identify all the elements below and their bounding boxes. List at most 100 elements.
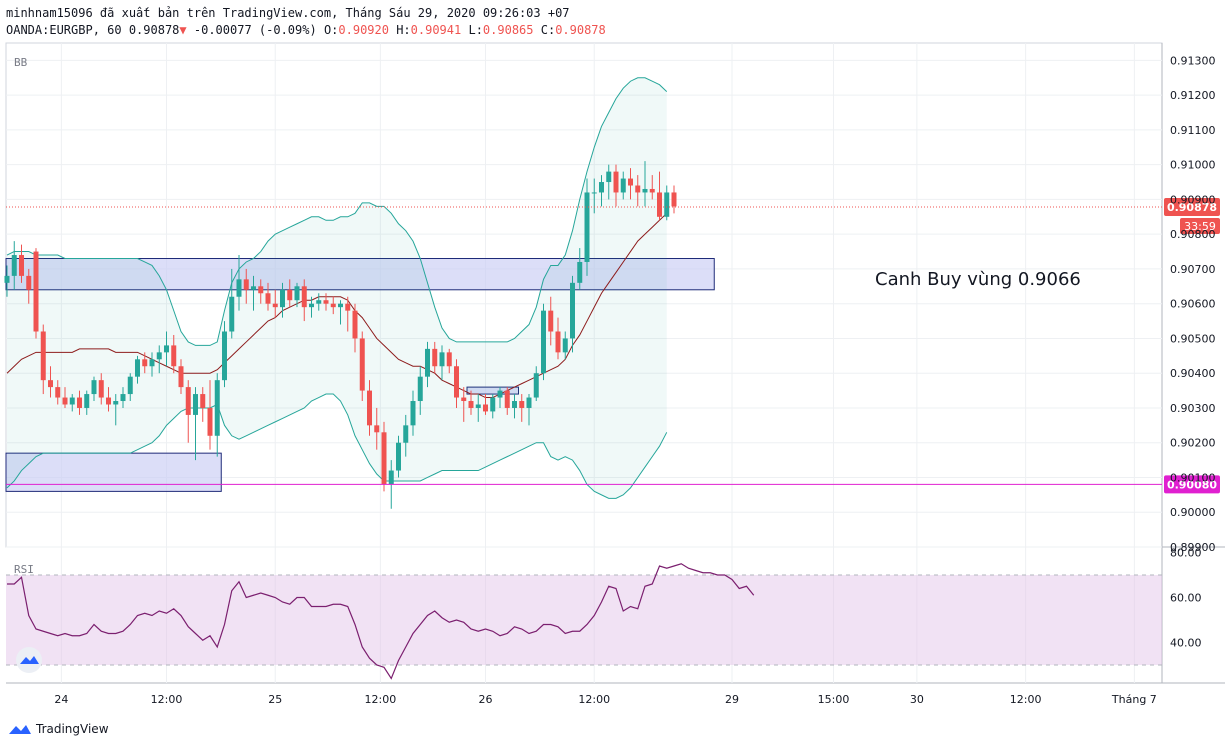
candle-body — [69, 397, 75, 405]
price-tick-label: 0.90000 — [1170, 506, 1216, 519]
candle-body — [48, 380, 53, 388]
candle-body — [323, 300, 329, 304]
candle-body — [359, 338, 365, 391]
candle-body — [591, 192, 597, 194]
zone-rect-1 — [5, 452, 222, 492]
candle-body — [606, 171, 612, 183]
support-tag — [1164, 475, 1220, 494]
bollinger-bands — [6, 77, 668, 499]
bb-fill — [7, 77, 667, 499]
time-tick-label: 24 — [54, 693, 68, 706]
candle-body — [548, 310, 554, 332]
candle-body — [664, 192, 670, 217]
zones — [5, 258, 715, 492]
price-levels: 0.90878 33:59 0.90080 — [6, 198, 1220, 494]
candle-body — [504, 390, 510, 408]
candle-body — [33, 251, 39, 332]
price-tick-label: 0.90700 — [1170, 263, 1216, 276]
time-tick-label: 26 — [479, 693, 493, 706]
candle-body — [345, 303, 351, 311]
candle-body — [570, 282, 575, 339]
candle-body — [258, 286, 264, 294]
countdown-tag — [1180, 218, 1220, 235]
candle-body — [446, 352, 452, 367]
bb-indicator-label[interactable]: BB — [14, 56, 28, 69]
price-tick-label: 0.90200 — [1170, 437, 1216, 450]
price-tick-label: 0.90600 — [1170, 298, 1216, 311]
candle-body — [272, 303, 278, 308]
candle-body — [236, 279, 242, 297]
candle-body — [113, 401, 119, 405]
axes: 0.913000.912000.911000.910000.909000.908… — [54, 54, 1215, 706]
high-value: 0.90941 — [410, 23, 462, 37]
time-tick-label: 15:00 — [818, 693, 850, 706]
rsi-tick-label: 80.00 — [1170, 547, 1202, 560]
candle-body — [185, 387, 191, 415]
candle-body — [40, 331, 46, 381]
time-tick-label: Tháng 7 — [1111, 693, 1157, 706]
candle-body — [200, 394, 206, 408]
candle-body — [396, 442, 401, 471]
rsi-pane: 80.00 60.00 40.00 — [6, 547, 1202, 680]
candle-body — [330, 303, 336, 308]
cloud-icon — [20, 656, 39, 664]
price-tick-label: 0.90400 — [1170, 367, 1216, 380]
price-tick-label: 0.90800 — [1170, 228, 1216, 241]
candle-body — [649, 188, 655, 193]
candle-body — [229, 296, 235, 332]
candle-body — [214, 380, 220, 436]
candle-body — [19, 255, 24, 276]
tradingview-logo[interactable]: TradingView — [8, 722, 109, 736]
candle-body — [526, 397, 532, 408]
low-value: 0.90865 — [482, 23, 534, 37]
candle-body — [613, 171, 619, 193]
candle-body — [497, 390, 503, 398]
high-label: H: — [396, 23, 411, 37]
candle-body — [512, 401, 517, 408]
candle-body — [127, 376, 133, 395]
time-tick-label: 12:00 — [578, 693, 610, 706]
bb-upper-line — [6, 77, 668, 346]
candle-body — [432, 348, 438, 367]
candle-body — [84, 394, 90, 408]
candle-body — [106, 397, 111, 405]
last-price-tag — [1164, 198, 1220, 217]
candle-body — [541, 310, 546, 374]
candle-body — [222, 331, 227, 381]
open-value: 0.90920 — [338, 23, 389, 37]
rsi-tick-label: 40.00 — [1170, 637, 1202, 650]
close-label: C: — [540, 23, 556, 37]
candle-body — [4, 275, 10, 283]
brand-label: TradingView — [36, 722, 109, 736]
candle-body — [410, 401, 416, 426]
candle-body — [555, 331, 561, 353]
symbol-label[interactable]: OANDA:EURGBP, 60 — [6, 23, 122, 37]
price-tick-label: 0.91100 — [1170, 124, 1216, 137]
last-price: 0.90878 — [128, 23, 180, 37]
price-tick-label: 0.89900 — [1170, 541, 1216, 554]
price-tick-label: 0.90500 — [1170, 332, 1216, 345]
candle-body — [577, 261, 583, 283]
candle-body — [657, 192, 662, 217]
tradingview-logo-icon — [9, 725, 31, 734]
price-tick-label: 0.90100 — [1170, 471, 1216, 484]
candle-body — [135, 359, 140, 377]
countdown-label: 33:59 — [1184, 220, 1216, 233]
candle-body — [671, 192, 677, 207]
candle-body — [562, 338, 568, 353]
candle-body — [490, 397, 496, 412]
rsi-indicator-label[interactable]: RSI — [14, 563, 34, 576]
candle-body — [439, 352, 445, 367]
candle-body — [243, 279, 249, 290]
time-tick-label: 12:00 — [365, 693, 397, 706]
candle-body — [519, 401, 525, 408]
candle-body — [149, 359, 155, 367]
candle-body — [77, 397, 82, 408]
candle-body — [584, 192, 590, 262]
publisher-line: minhnam15096 đã xuất bản trên TradingVie… — [6, 6, 570, 20]
candle-body — [628, 178, 633, 186]
candle-body — [425, 348, 430, 377]
candle-body — [403, 425, 409, 443]
rsi-line — [7, 563, 755, 680]
